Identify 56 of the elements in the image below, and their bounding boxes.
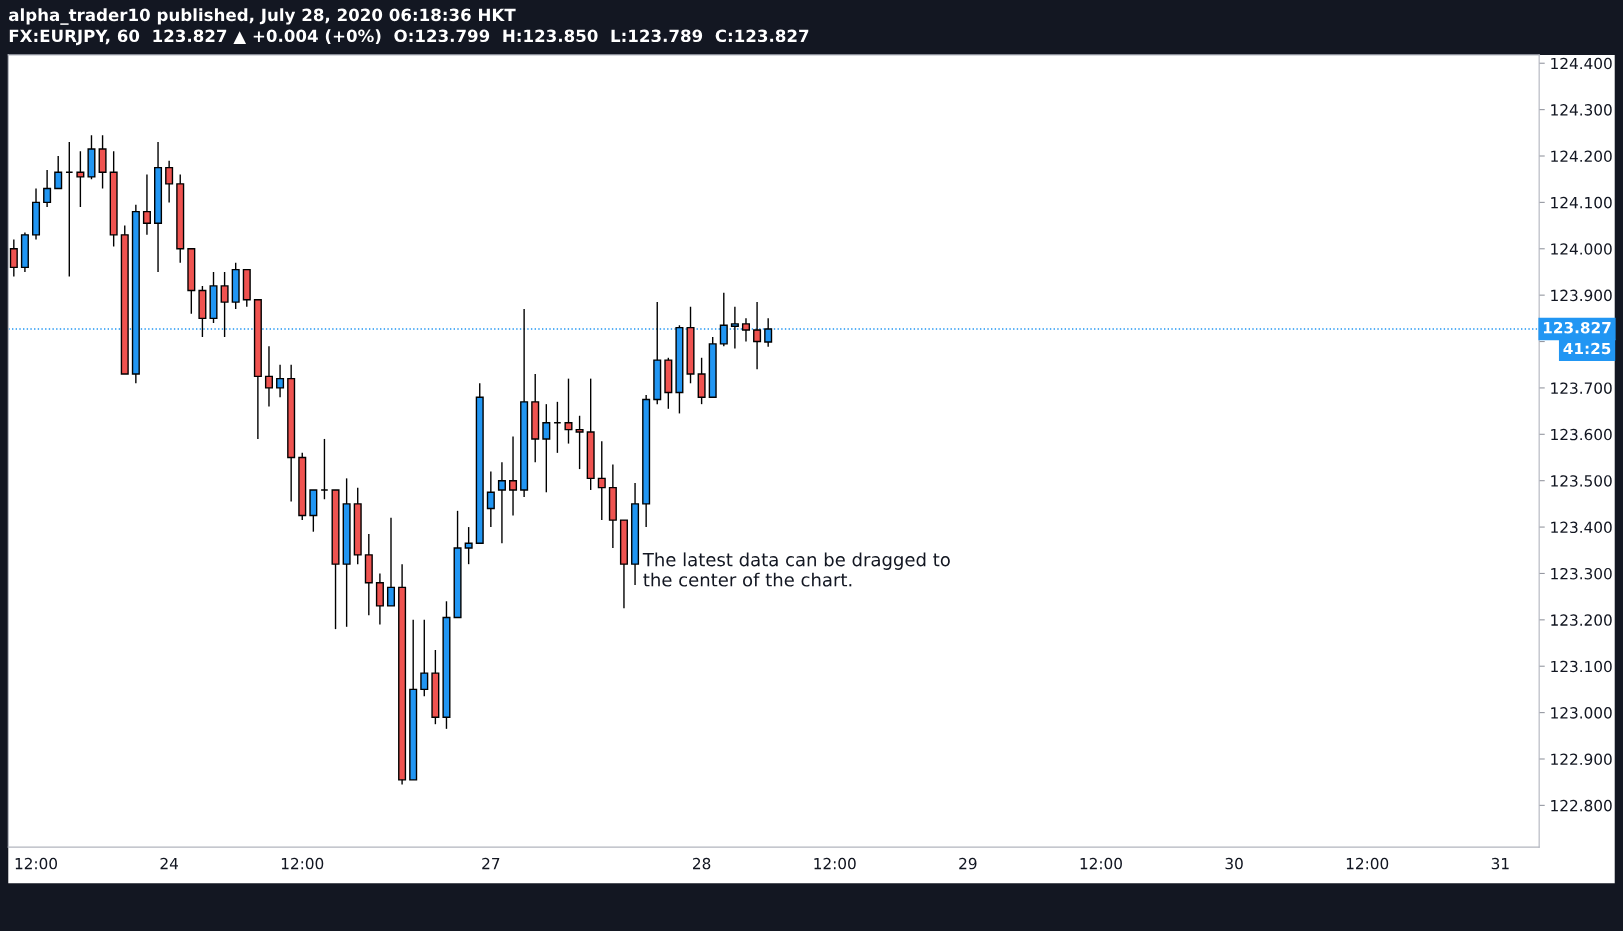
y-tick-label: 123.200 xyxy=(1551,614,1612,626)
y-tick-label: 124.200 xyxy=(1551,150,1612,163)
candlestick xyxy=(76,150,85,208)
candlestick xyxy=(43,169,52,208)
x-tick-label: 12:00 xyxy=(281,857,324,870)
x-tick-label: 24 xyxy=(160,857,178,870)
candlestick xyxy=(276,364,285,398)
candlestick xyxy=(264,345,273,408)
x-tick-label: 12:00 xyxy=(15,857,58,870)
candlestick xyxy=(741,317,751,343)
candlestick xyxy=(220,271,229,338)
y-tick-label: 124.400 xyxy=(1551,57,1612,70)
candlestick xyxy=(165,159,174,204)
y-tick-label: 124.000 xyxy=(1551,243,1612,255)
chart-title: alpha_trader10 published, July 28, 2020 06:18:36 HKT xyxy=(9,8,516,25)
x-tick-label: 12:00 xyxy=(1346,857,1389,870)
candlestick xyxy=(54,155,63,190)
x-tick-label: 27 xyxy=(482,857,500,870)
candlestick xyxy=(697,357,706,405)
y-tick-label: 122.800 xyxy=(1551,799,1612,812)
candlestick xyxy=(542,403,551,493)
x-tick-label: 12:00 xyxy=(1080,857,1122,870)
y-tick-label: 123.000 xyxy=(1551,707,1612,719)
candlestick xyxy=(509,435,518,517)
y-tick-label: 123.900 xyxy=(1551,289,1612,302)
x-tick-label: 31 xyxy=(1491,857,1509,870)
y-tick-label: 124.300 xyxy=(1551,104,1612,116)
y-tick-label: 123.400 xyxy=(1551,521,1612,534)
candlestick xyxy=(386,517,396,607)
y-tick-label: 124.100 xyxy=(1551,196,1612,209)
annotation: The latest data can be dragged to the center of the chart. xyxy=(642,552,950,587)
candlestick xyxy=(564,377,573,445)
text: 41:25 xyxy=(1563,342,1611,355)
candlestick xyxy=(486,470,495,528)
candlestick xyxy=(98,134,107,190)
y-tick-label: 123.300 xyxy=(1551,567,1612,580)
ref-line-label: 123.827 xyxy=(1543,321,1611,334)
candlestick xyxy=(575,415,584,470)
y-tick-label: 123.600 xyxy=(1551,428,1612,441)
candlestick xyxy=(9,238,18,278)
y-tick-label: 122.900 xyxy=(1551,753,1612,766)
y-tick-label: 123.100 xyxy=(1551,660,1612,673)
x-tick-label: 28 xyxy=(693,857,711,870)
y-tick-label: 123.500 xyxy=(1551,475,1612,487)
x-tick-label: 12:00 xyxy=(814,857,856,870)
candlestick xyxy=(597,440,606,521)
x-tick-label: 30 xyxy=(1225,857,1243,870)
candlestick xyxy=(420,619,429,698)
candlestick xyxy=(497,461,506,544)
candlestick xyxy=(375,572,384,626)
candlestick xyxy=(142,173,151,236)
y-tick-label: 123.700 xyxy=(1551,382,1612,394)
x-tick-label: 29 xyxy=(959,857,977,870)
candlestick xyxy=(753,301,762,371)
chart-subtitle: FX:EURJPY, 60 123.827 ▲ +0.004 (+0%) O:123.799 H:123.850 L:123.789 C:123.827 xyxy=(9,29,809,46)
candlestick xyxy=(464,526,473,565)
